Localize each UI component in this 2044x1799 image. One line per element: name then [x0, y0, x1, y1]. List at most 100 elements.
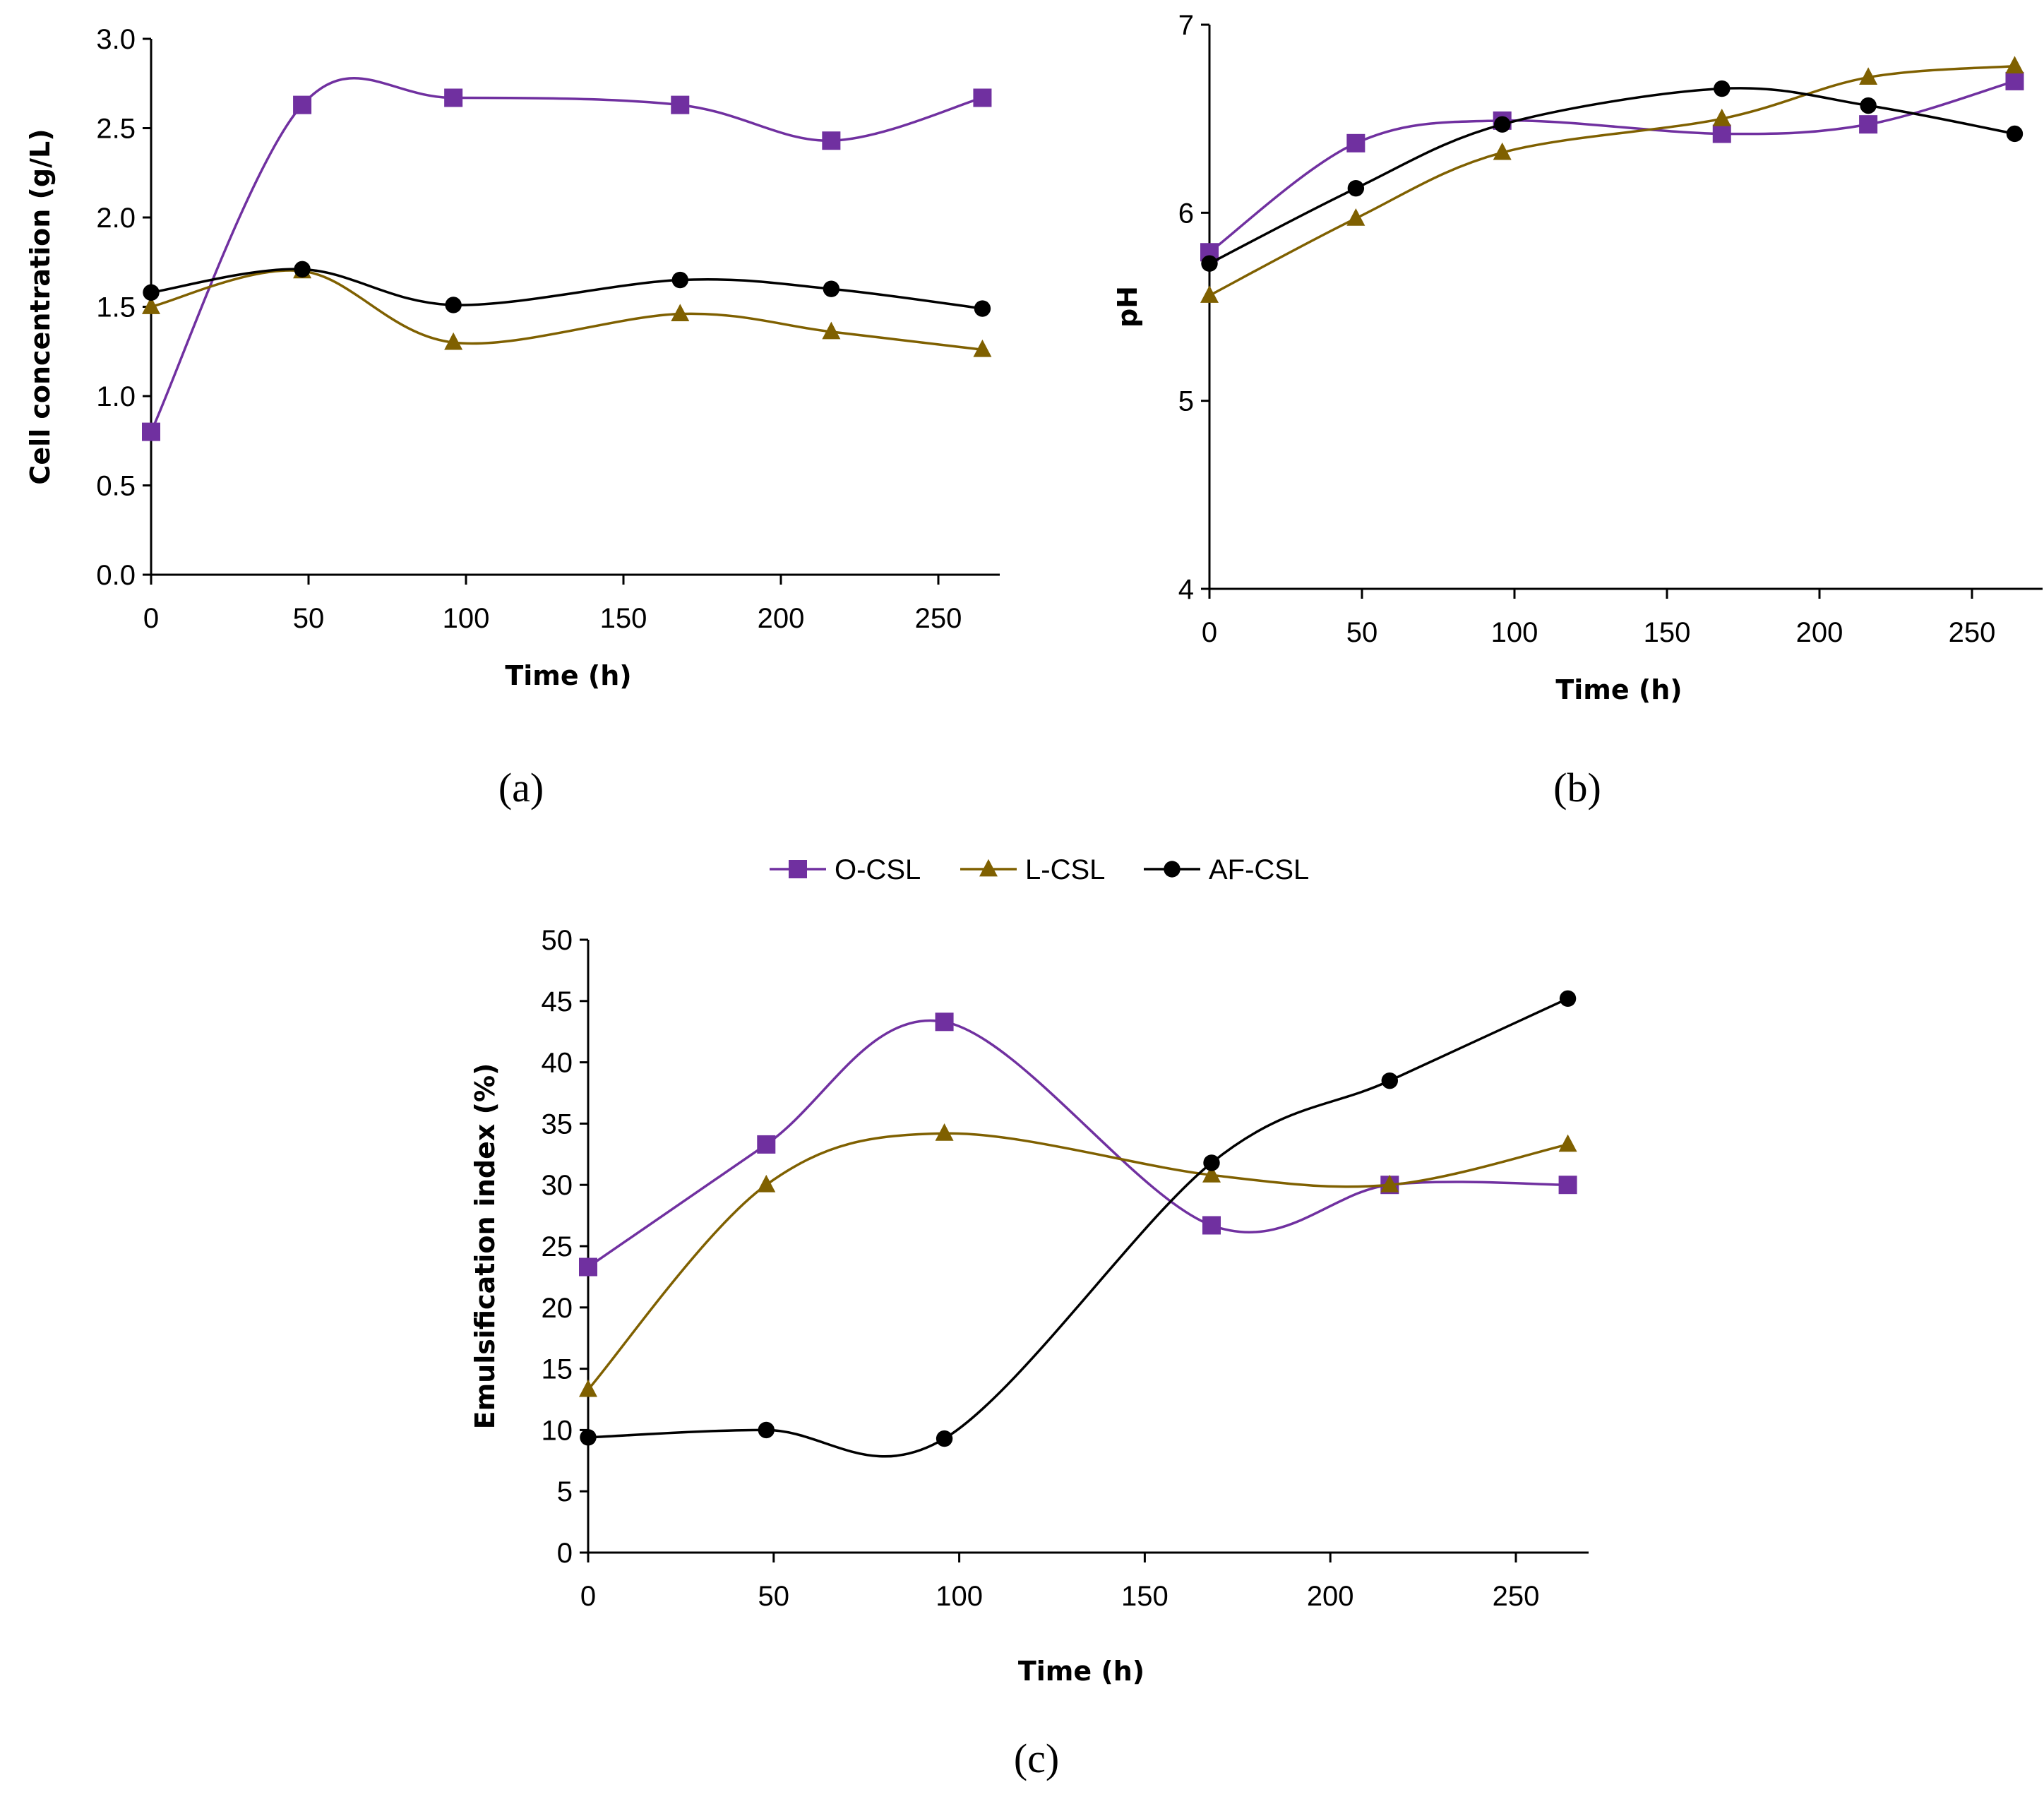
series-af-csl — [580, 990, 1577, 1458]
legend-label: O-CSL — [835, 854, 921, 885]
series-o-csl — [579, 1012, 1577, 1277]
data-point-square — [822, 131, 841, 150]
x-tick-label: 150 — [600, 603, 647, 634]
data-point-circle — [974, 300, 991, 317]
y-tick-label: 2.0 — [96, 203, 136, 234]
series-l-csl — [579, 1123, 1577, 1397]
x-axis-title: Time (h) — [505, 660, 631, 691]
data-point-square — [1346, 133, 1365, 153]
series-line — [150, 269, 983, 351]
data-point-circle — [580, 1429, 597, 1446]
series-line — [1208, 80, 2015, 253]
data-point-circle — [1714, 80, 1731, 97]
y-tick-label: 6 — [1178, 198, 1194, 229]
data-point-triangle — [1558, 1134, 1577, 1152]
data-point-triangle — [1202, 1165, 1221, 1183]
data-point-square — [142, 422, 160, 441]
y-tick-label: 0.5 — [96, 471, 136, 502]
data-point-triangle — [973, 339, 992, 357]
data-point-circle — [294, 261, 311, 278]
chart-c: 0 5 10 15 20 25 30 35 40 45 50 0 50 100 150 200 250 Time … — [470, 925, 1589, 1781]
data-point-triangle — [1712, 108, 1731, 126]
y-tick-label: 35 — [542, 1108, 573, 1140]
data-point-circle — [1203, 1154, 1220, 1171]
y-tick-label: 40 — [542, 1048, 573, 1079]
legend-marker-triangle — [979, 859, 998, 877]
chart-b: 4 5 6 7 0 50 100 150 200 250 Time (h) pH (b) — [1112, 10, 2043, 811]
y-tick-label: 5 — [557, 1476, 573, 1507]
series-af-csl — [143, 261, 991, 317]
x-tick-label: 250 — [1493, 1581, 1540, 1612]
y-tick-label: 45 — [542, 986, 573, 1017]
series-line — [150, 268, 983, 310]
y-tick-label: 10 — [542, 1415, 573, 1446]
x-tick-label: 150 — [1644, 617, 1691, 648]
x-tick-label: 0 — [580, 1581, 596, 1612]
data-point-triangle — [822, 321, 841, 340]
panel-label: (b) — [1553, 765, 1601, 811]
y-tick-label: 3.0 — [96, 24, 136, 55]
y-tick-label: 25 — [542, 1231, 573, 1262]
series-line — [587, 1019, 1568, 1268]
x-tick-label: 0 — [1202, 617, 1217, 648]
panel-label: (c) — [1014, 1735, 1059, 1781]
y-tick-label: 0 — [557, 1538, 573, 1569]
data-point-square — [1202, 1216, 1221, 1235]
data-point-triangle — [1200, 285, 1219, 303]
x-tick-label: 100 — [936, 1581, 983, 1612]
legend: O-CSL L-CSL AF-CSL — [770, 854, 1309, 885]
legend-marker-square — [789, 860, 807, 878]
data-point-circle — [1860, 97, 1877, 114]
x-tick-label: 200 — [1307, 1581, 1354, 1612]
series-l-csl — [142, 261, 992, 357]
data-point-triangle — [579, 1379, 597, 1397]
y-axis-title: Cell concentration (g/L) — [25, 128, 56, 484]
x-tick-label: 250 — [1949, 617, 1996, 648]
y-tick-label: 5 — [1178, 386, 1194, 417]
data-point-triangle — [935, 1123, 954, 1141]
x-tick-label: 200 — [1796, 617, 1843, 648]
data-point-square — [444, 88, 463, 107]
x-tick-label: 50 — [758, 1581, 790, 1612]
legend-item-af-csl: AF-CSL — [1144, 854, 1309, 885]
data-point-circle — [671, 271, 688, 289]
panel-label: (a) — [498, 765, 544, 811]
x-tick-label: 100 — [443, 603, 490, 634]
data-point-triangle — [671, 304, 690, 322]
y-tick-label: 4 — [1178, 574, 1194, 605]
data-point-circle — [1559, 990, 1577, 1008]
y-tick-label: 1.0 — [96, 381, 136, 412]
series-line — [587, 1132, 1568, 1391]
series-line — [1209, 64, 2015, 297]
x-tick-label: 150 — [1121, 1581, 1169, 1612]
series-line — [587, 997, 1569, 1458]
data-point-square — [973, 88, 992, 107]
y-tick-label: 50 — [542, 925, 573, 956]
y-axis-title: Emulsification index (%) — [470, 1063, 501, 1430]
data-point-triangle — [1859, 67, 1878, 85]
legend-item-o-csl: O-CSL — [770, 854, 921, 885]
data-point-square — [1558, 1176, 1577, 1195]
y-tick-label: 15 — [542, 1354, 573, 1385]
data-point-square — [757, 1135, 776, 1154]
data-point-circle — [1347, 180, 1365, 197]
y-tick-label: 20 — [542, 1293, 573, 1324]
x-tick-label: 250 — [915, 603, 962, 634]
data-point-circle — [1381, 1072, 1398, 1089]
legend-label: L-CSL — [1025, 854, 1105, 885]
data-point-triangle — [142, 297, 160, 314]
y-tick-label: 30 — [542, 1170, 573, 1201]
series-af-csl — [1201, 80, 2024, 272]
series-line — [1209, 87, 2015, 265]
y-tick-label: 7 — [1178, 10, 1194, 41]
data-point-circle — [1494, 116, 1511, 133]
x-axis-title: Time (h) — [1018, 1656, 1144, 1687]
x-tick-label: 200 — [758, 603, 805, 634]
data-point-square — [293, 95, 312, 114]
data-point-triangle — [444, 332, 463, 350]
series-o-csl — [142, 77, 992, 441]
data-point-circle — [823, 280, 840, 297]
series-l-csl — [1200, 56, 2024, 303]
x-tick-label: 0 — [143, 603, 159, 634]
